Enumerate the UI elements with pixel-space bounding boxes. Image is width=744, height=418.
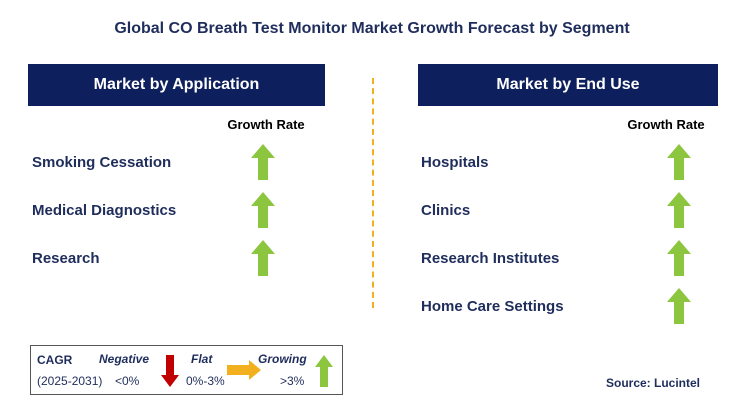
up-arrow-icon bbox=[667, 288, 691, 324]
cagr-legend: CAGR (2025-2031) Negative <0% Flat 0%-3%… bbox=[30, 345, 343, 395]
end-use-item-home-care-settings: Home Care Settings bbox=[421, 298, 564, 315]
legend-growing-label: Growing bbox=[258, 352, 307, 366]
legend-flat-range: 0%-3% bbox=[186, 374, 225, 388]
up-arrow-icon bbox=[251, 144, 275, 180]
application-item-medical-diagnostics: Medical Diagnostics bbox=[32, 202, 177, 219]
legend-period: (2025-2031) bbox=[37, 374, 103, 388]
legend-growing-range: >3% bbox=[280, 374, 305, 388]
application-growth-rate-label: Growth Rate bbox=[227, 117, 305, 132]
up-arrow-icon bbox=[251, 240, 275, 276]
application-item-research: Research bbox=[32, 250, 100, 267]
legend-negative-range: <0% bbox=[115, 374, 140, 388]
legend-flat-label: Flat bbox=[191, 352, 213, 366]
end-use-item-hospitals: Hospitals bbox=[421, 154, 489, 171]
right-arrow-icon bbox=[227, 360, 261, 380]
legend-cagr-label: CAGR bbox=[37, 353, 73, 367]
up-arrow-icon bbox=[251, 192, 275, 228]
application-panel-header: Market by Application bbox=[28, 64, 325, 106]
source-note: Source: Lucintel bbox=[606, 376, 701, 390]
up-arrow-icon bbox=[315, 355, 333, 387]
down-arrow-icon bbox=[161, 355, 179, 387]
panel-divider bbox=[372, 78, 374, 308]
legend-negative-label: Negative bbox=[99, 352, 150, 366]
end-use-item-clinics: Clinics bbox=[421, 202, 471, 219]
end-use-item-research-institutes: Research Institutes bbox=[421, 250, 560, 267]
end-use-growth-rate-label: Growth Rate bbox=[627, 117, 705, 132]
up-arrow-icon bbox=[667, 240, 691, 276]
end-use-panel-header: Market by End Use bbox=[418, 64, 718, 106]
application-item-smoking-cessation: Smoking Cessation bbox=[32, 154, 172, 171]
up-arrow-icon bbox=[667, 144, 691, 180]
chart-title: Global CO Breath Test Monitor Market Gro… bbox=[114, 20, 630, 37]
up-arrow-icon bbox=[667, 192, 691, 228]
